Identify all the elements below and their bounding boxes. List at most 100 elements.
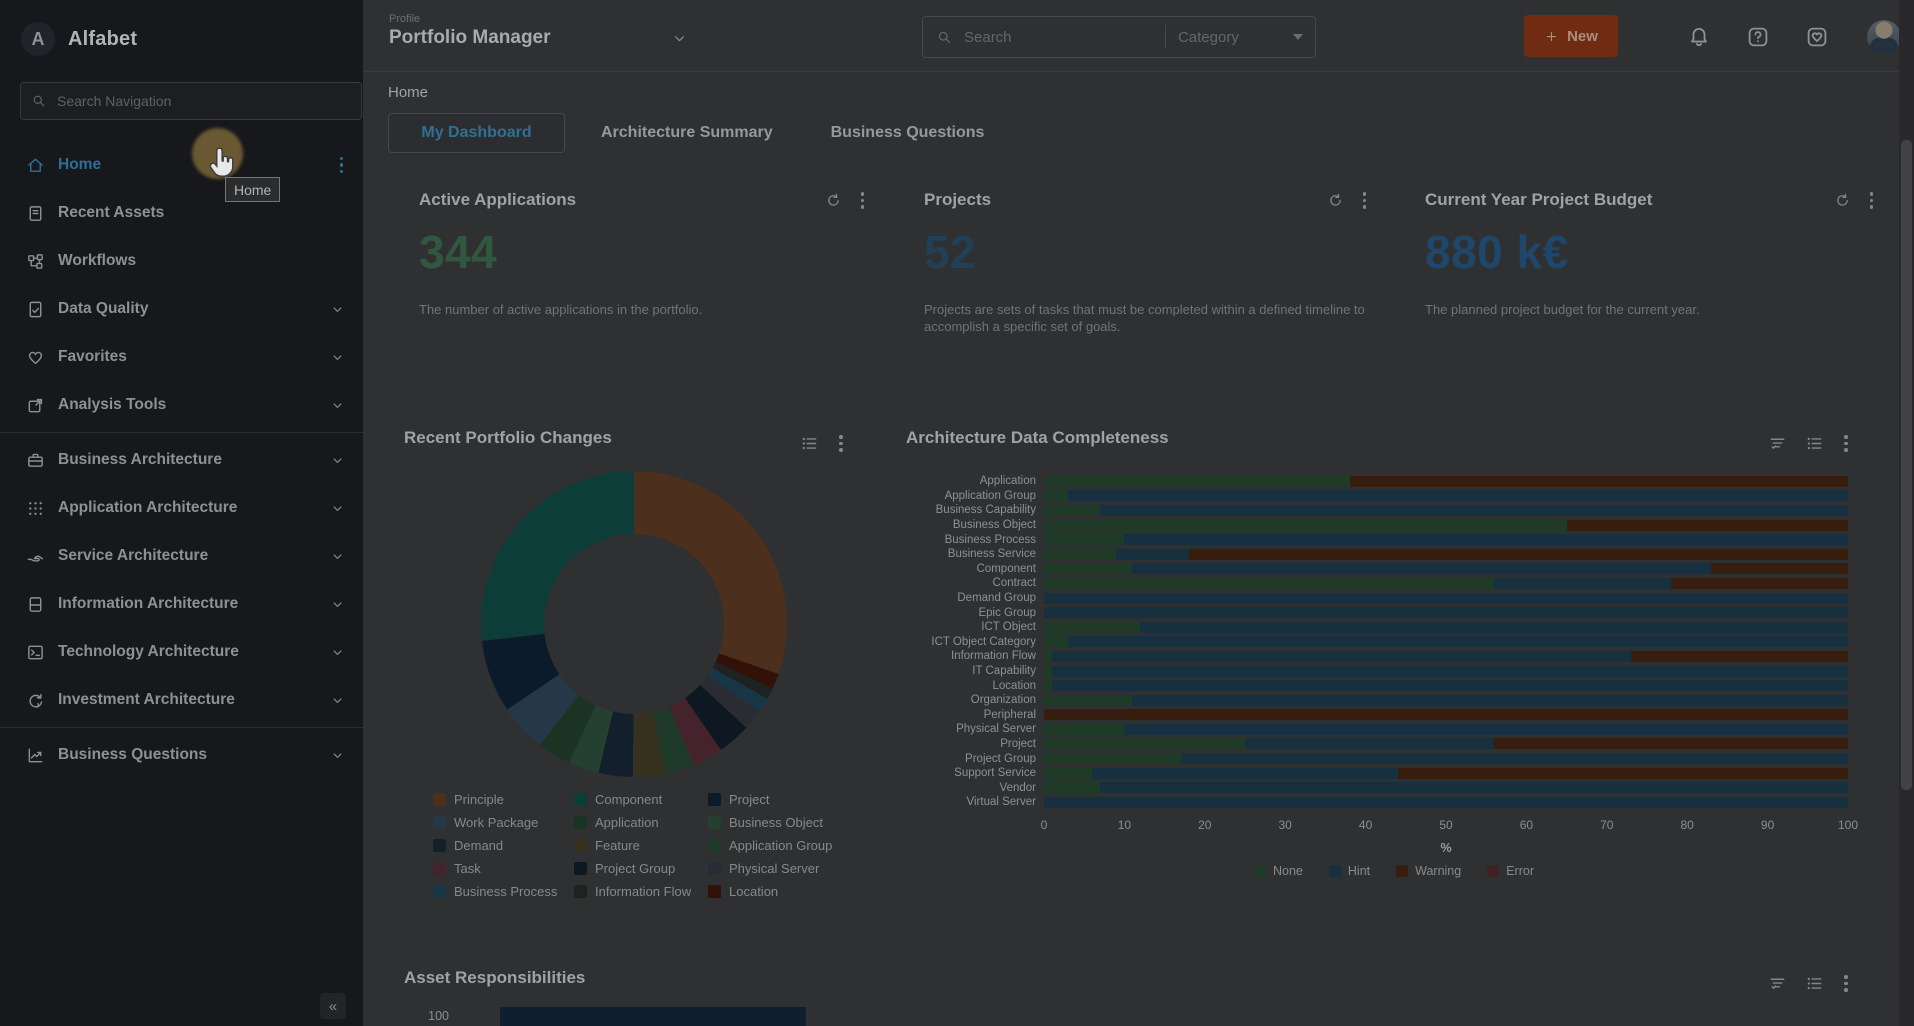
bar-row-label: Demand Group: [957, 592, 1036, 605]
bar-row-information-flow: Information Flow: [900, 649, 1848, 664]
recent-portfolio-changes-donut-chart[interactable]: [481, 471, 787, 777]
tab-business-questions[interactable]: Business Questions: [830, 124, 985, 141]
favorites-button[interactable]: [1804, 24, 1830, 50]
legend-item-warning[interactable]: Warning: [1396, 864, 1461, 878]
sidebar-collapse-button[interactable]: «: [320, 993, 346, 1019]
legend-item-error[interactable]: Error: [1487, 864, 1534, 878]
refresh-icon[interactable]: [1327, 192, 1344, 209]
legend-item-application-group[interactable]: Application Group: [708, 834, 878, 857]
sidebar-item-data-quality[interactable]: Data Quality: [0, 285, 363, 333]
bar-row-label: Business Service: [947, 548, 1036, 561]
legend-item-project-group[interactable]: Project Group: [574, 857, 708, 880]
legend-item-information-flow[interactable]: Information Flow: [574, 880, 708, 903]
sidebar-item-technology-architecture[interactable]: Technology Architecture: [0, 628, 363, 676]
list-icon[interactable]: [800, 434, 819, 453]
legend-item-project[interactable]: Project: [708, 788, 878, 811]
legend-item-hint[interactable]: Hint: [1328, 864, 1370, 878]
bar-track: [1044, 636, 1848, 648]
list-icon[interactable]: [1805, 974, 1824, 993]
sidebar-item-information-architecture[interactable]: Information Architecture: [0, 580, 363, 628]
category-dropdown[interactable]: Category: [1166, 29, 1315, 46]
sidebar-item-service-architecture[interactable]: Service Architecture: [0, 532, 363, 580]
sidebar-item-home[interactable]: Home: [0, 141, 363, 189]
kebab-menu-icon[interactable]: [1361, 190, 1369, 211]
new-button-label: New: [1567, 27, 1598, 45]
architecture-data-completeness-chart[interactable]: Application Application Group Business Cap…: [900, 474, 1848, 810]
list-icon[interactable]: [1805, 434, 1824, 453]
bar-segment-none: [1044, 738, 1245, 750]
refresh-icon[interactable]: [825, 192, 842, 209]
sidebar-item-favorites[interactable]: Favorites: [0, 333, 363, 381]
legend-swatch: [708, 862, 721, 875]
kebab-menu-icon[interactable]: [338, 155, 346, 176]
scrollbar-thumb[interactable]: [1901, 140, 1912, 790]
legend-item-business-object[interactable]: Business Object: [708, 811, 878, 834]
sidebar-item-label: Business Architecture: [58, 451, 222, 468]
legend-item-application[interactable]: Application: [574, 811, 708, 834]
chevron-down-icon: [333, 553, 342, 559]
bar-segment-hint: [1140, 621, 1848, 633]
refresh-icon: [1836, 193, 1848, 206]
refresh-icon[interactable]: [1834, 192, 1851, 209]
notifications-button[interactable]: [1686, 24, 1712, 50]
bar-track: [1044, 723, 1848, 735]
bar-row-label: IT Capability: [972, 665, 1036, 678]
new-button[interactable]: New: [1524, 15, 1618, 57]
legend-item-principle[interactable]: Principle: [433, 788, 574, 811]
bell-icon: [1687, 25, 1711, 49]
kebab-menu-icon[interactable]: [1842, 433, 1850, 454]
sidebar-item-business-architecture[interactable]: Business Architecture: [0, 436, 363, 484]
legend-label: Business Process: [454, 884, 558, 899]
legend-item-work-package[interactable]: Work Package: [433, 811, 574, 834]
sidebar-item-workflows[interactable]: Workflows: [0, 237, 363, 285]
legend-swatch: [708, 885, 721, 898]
sidebar-item-analysis-tools[interactable]: Analysis Tools: [0, 381, 363, 429]
legend-item-demand[interactable]: Demand: [433, 834, 574, 857]
kebab-menu-icon[interactable]: [1842, 973, 1850, 994]
list-icon: [1807, 437, 1822, 449]
filter-icon[interactable]: [1768, 974, 1787, 993]
profile-selector[interactable]: Profile Portfolio Manager: [389, 13, 688, 49]
workflows-icon: [28, 253, 43, 269]
bar-segment-none: [1044, 753, 1181, 765]
legend-item-physical-server[interactable]: Physical Server: [708, 857, 878, 880]
bar-segment-none: [1044, 782, 1101, 794]
legend-item-none[interactable]: None: [1254, 864, 1303, 878]
kebab-menu-icon[interactable]: [1868, 190, 1876, 211]
user-avatar[interactable]: [1867, 20, 1901, 54]
profile-value: Portfolio Manager: [389, 27, 551, 48]
bar-row-label: Support Service: [954, 767, 1036, 780]
sidebar-item-investment-architecture[interactable]: Investment Architecture: [0, 676, 363, 724]
legend-item-location[interactable]: Location: [708, 880, 878, 903]
bar-track: [1044, 796, 1848, 808]
tab-architecture-summary[interactable]: Architecture Summary: [601, 124, 773, 141]
x-tick-label: 10: [1117, 818, 1132, 832]
legend-item-task[interactable]: Task: [433, 857, 574, 880]
kpi-title: Projects: [924, 190, 992, 209]
sidebar-item-recent-assets[interactable]: Recent Assets: [0, 189, 363, 237]
bar-row-contract: Contract: [900, 576, 1848, 591]
bar-row-business-capability: Business Capability: [900, 503, 1848, 518]
sidebar-search: [20, 82, 362, 120]
kebab-menu-icon[interactable]: [837, 433, 845, 454]
global-search-input[interactable]: [962, 27, 1165, 47]
sidebar-item-business-questions[interactable]: Business Questions: [0, 731, 363, 779]
tab-my-dashboard[interactable]: My Dashboard: [388, 113, 565, 153]
legend-item-feature[interactable]: Feature: [574, 834, 708, 857]
x-tick-label: 60: [1519, 818, 1534, 832]
sidebar-search-input[interactable]: [55, 92, 351, 110]
search-icon: [936, 29, 953, 46]
breadcrumb[interactable]: Home: [388, 84, 429, 101]
help-button[interactable]: [1745, 24, 1771, 50]
bar-track: [1044, 577, 1848, 589]
bar-row-ict-object: ICT Object: [900, 620, 1848, 635]
filter-icon[interactable]: [1768, 434, 1787, 453]
legend-item-component[interactable]: Component: [574, 788, 708, 811]
filter-icon: [1770, 978, 1785, 989]
legend-item-business-process[interactable]: Business Process: [433, 880, 574, 903]
sidebar-item-application-architecture[interactable]: Application Architecture: [0, 484, 363, 532]
bar-segment-hint: [1124, 534, 1848, 546]
bar-row-virtual-server: Virtual Server: [900, 795, 1848, 810]
kebab-menu-icon[interactable]: [859, 190, 867, 211]
bar-segment-hint: [1180, 753, 1848, 765]
